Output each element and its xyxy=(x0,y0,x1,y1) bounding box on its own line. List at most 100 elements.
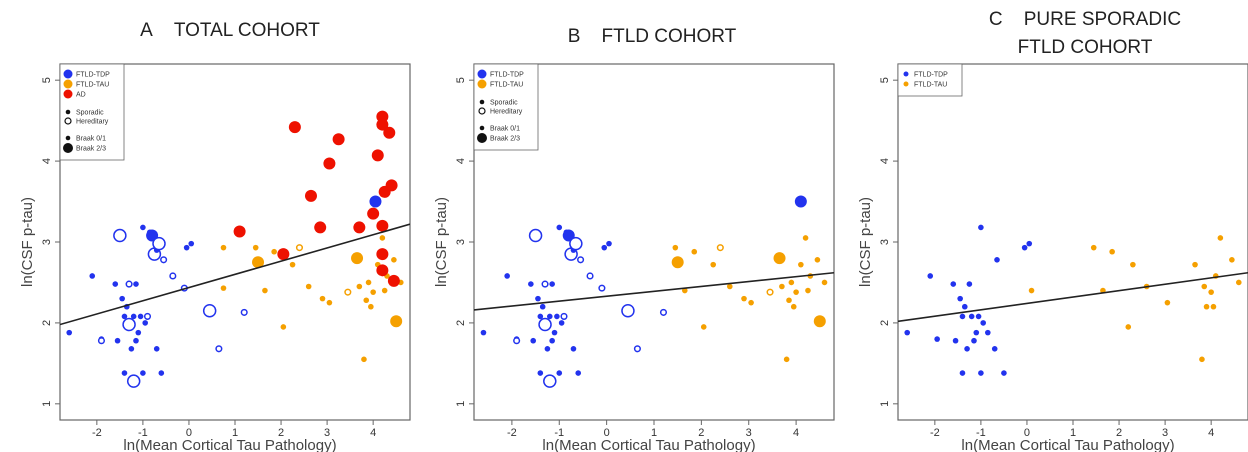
x-axis-label: ln(Mean Cortical Tau Pathology) xyxy=(542,437,755,452)
data-point-tdp xyxy=(202,304,217,318)
y-axis-label: ln(CSF p-tau) xyxy=(857,197,874,287)
panel-title-line: FTLD COHORT xyxy=(1018,37,1153,58)
regression-line xyxy=(474,271,834,311)
legend-marker xyxy=(477,133,487,143)
data-point-tau xyxy=(671,256,684,269)
data-point-tdp xyxy=(978,370,984,376)
data-point-ad xyxy=(304,189,317,202)
legend-marker xyxy=(63,79,73,89)
data-point-ad xyxy=(332,133,345,146)
data-point-tau xyxy=(295,244,304,252)
data-point-tau xyxy=(1201,283,1208,290)
data-point-tdp xyxy=(633,345,641,353)
data-point-tau xyxy=(748,299,754,306)
data-point-tdp xyxy=(971,337,977,344)
data-point-tau xyxy=(710,261,717,268)
data-point-tdp xyxy=(133,337,139,344)
data-point-tau xyxy=(361,356,367,363)
data-point-tdp xyxy=(966,281,973,287)
data-point-tdp xyxy=(927,273,934,279)
y-tick-label: 3 xyxy=(455,239,467,245)
data-point-tdp xyxy=(544,346,551,352)
data-point-tdp xyxy=(549,337,555,344)
data-point-tdp xyxy=(985,329,991,336)
x-tick-label: 2 xyxy=(1116,427,1122,439)
data-point-tdp xyxy=(126,374,141,388)
x-tick-label: 0 xyxy=(186,427,192,439)
data-point-tdp xyxy=(975,313,982,320)
data-point-tau xyxy=(805,287,811,294)
x-axis-label: ln(Mean Cortical Tau Pathology) xyxy=(961,437,1174,452)
data-point-tau xyxy=(802,235,809,241)
data-point-tdp xyxy=(541,280,549,288)
x-tick-label: 3 xyxy=(324,427,330,439)
data-point-tau xyxy=(381,287,388,294)
panel-c: C PURE SPORADIC FTLD COHORT -2 -1 0 1 2 3 4 1 2 3 4 5… xyxy=(857,9,1248,452)
data-point-tau xyxy=(252,244,259,251)
data-point-tdp xyxy=(160,256,168,264)
data-point-tau xyxy=(1028,287,1035,294)
data-point-tau xyxy=(766,288,774,296)
legend-label: AD xyxy=(76,92,86,99)
x-tick-label: 3 xyxy=(1162,427,1168,439)
x-tick-label: -1 xyxy=(138,427,148,439)
x-tick-label: -1 xyxy=(554,427,564,439)
y-tick-label: 2 xyxy=(41,320,53,326)
data-point-tdp xyxy=(1021,244,1028,251)
data-point-tau xyxy=(326,299,333,306)
data-point-ad xyxy=(385,179,398,192)
data-point-tau xyxy=(1164,299,1171,306)
data-point-tdp xyxy=(570,346,577,352)
data-point-tau xyxy=(783,356,790,363)
data-point-tau xyxy=(726,283,733,290)
data-point-tau xyxy=(1217,235,1224,241)
x-axis-label: ln(Mean Cortical Tau Pathology) xyxy=(123,437,336,452)
data-point-tau xyxy=(1199,356,1205,363)
data-point-tau xyxy=(790,303,797,310)
data-point-tdp xyxy=(538,317,552,332)
panel-b: B FTLD COHORT -2 -1 0 1 2 3 4 1 2 3 4 5 ln(Mean Corti… xyxy=(433,26,835,452)
data-point-tdp xyxy=(1001,370,1007,376)
data-point-tdp xyxy=(556,370,563,376)
data-point-tau xyxy=(773,252,786,265)
data-point-tau xyxy=(813,315,826,328)
data-point-tdp xyxy=(121,370,128,376)
data-point-tau xyxy=(220,285,227,291)
data-point-ad xyxy=(376,248,389,261)
data-point-tau xyxy=(700,324,707,330)
data-point-tau xyxy=(1208,289,1214,295)
data-point-tdp xyxy=(964,346,970,352)
data-point-ad xyxy=(376,118,389,131)
panel-title-line: C PURE SPORADIC xyxy=(989,9,1181,30)
y-tick-label: 5 xyxy=(455,77,467,83)
data-point-tau xyxy=(786,297,792,304)
data-point-tau xyxy=(370,289,376,295)
data-point-tau xyxy=(798,261,804,268)
data-point-tau xyxy=(1192,261,1198,268)
data-point-tau xyxy=(289,261,296,268)
data-point-tdp xyxy=(528,281,534,287)
data-point-tau xyxy=(672,244,679,251)
data-point-tdp xyxy=(480,329,487,336)
data-point-tdp xyxy=(240,308,248,316)
data-point-tdp xyxy=(535,295,541,302)
legend-label: Braak 2/3 xyxy=(76,146,106,153)
data-point-tdp xyxy=(215,345,223,353)
data-point-ad xyxy=(376,264,389,277)
data-point-tdp xyxy=(606,240,612,247)
data-point-tdp xyxy=(537,313,544,320)
legend: FTLD-TDP FTLD-TAU xyxy=(897,63,963,97)
data-point-tau xyxy=(779,283,785,290)
y-tick-label: 2 xyxy=(879,320,891,326)
data-point-tdp xyxy=(556,224,563,231)
data-point-tau xyxy=(220,244,227,251)
data-point-tdp xyxy=(558,320,565,326)
x-tick-label: 2 xyxy=(698,427,704,439)
panel-title-line: B FTLD COHORT xyxy=(568,26,737,47)
legend-label: Braak 0/1 xyxy=(76,136,106,143)
data-point-tau xyxy=(356,283,363,290)
x-tick-label: 3 xyxy=(746,427,752,439)
data-point-tdp xyxy=(119,295,125,302)
legend-label: Braak 2/3 xyxy=(490,136,520,143)
y-tick-label: 1 xyxy=(455,401,467,407)
